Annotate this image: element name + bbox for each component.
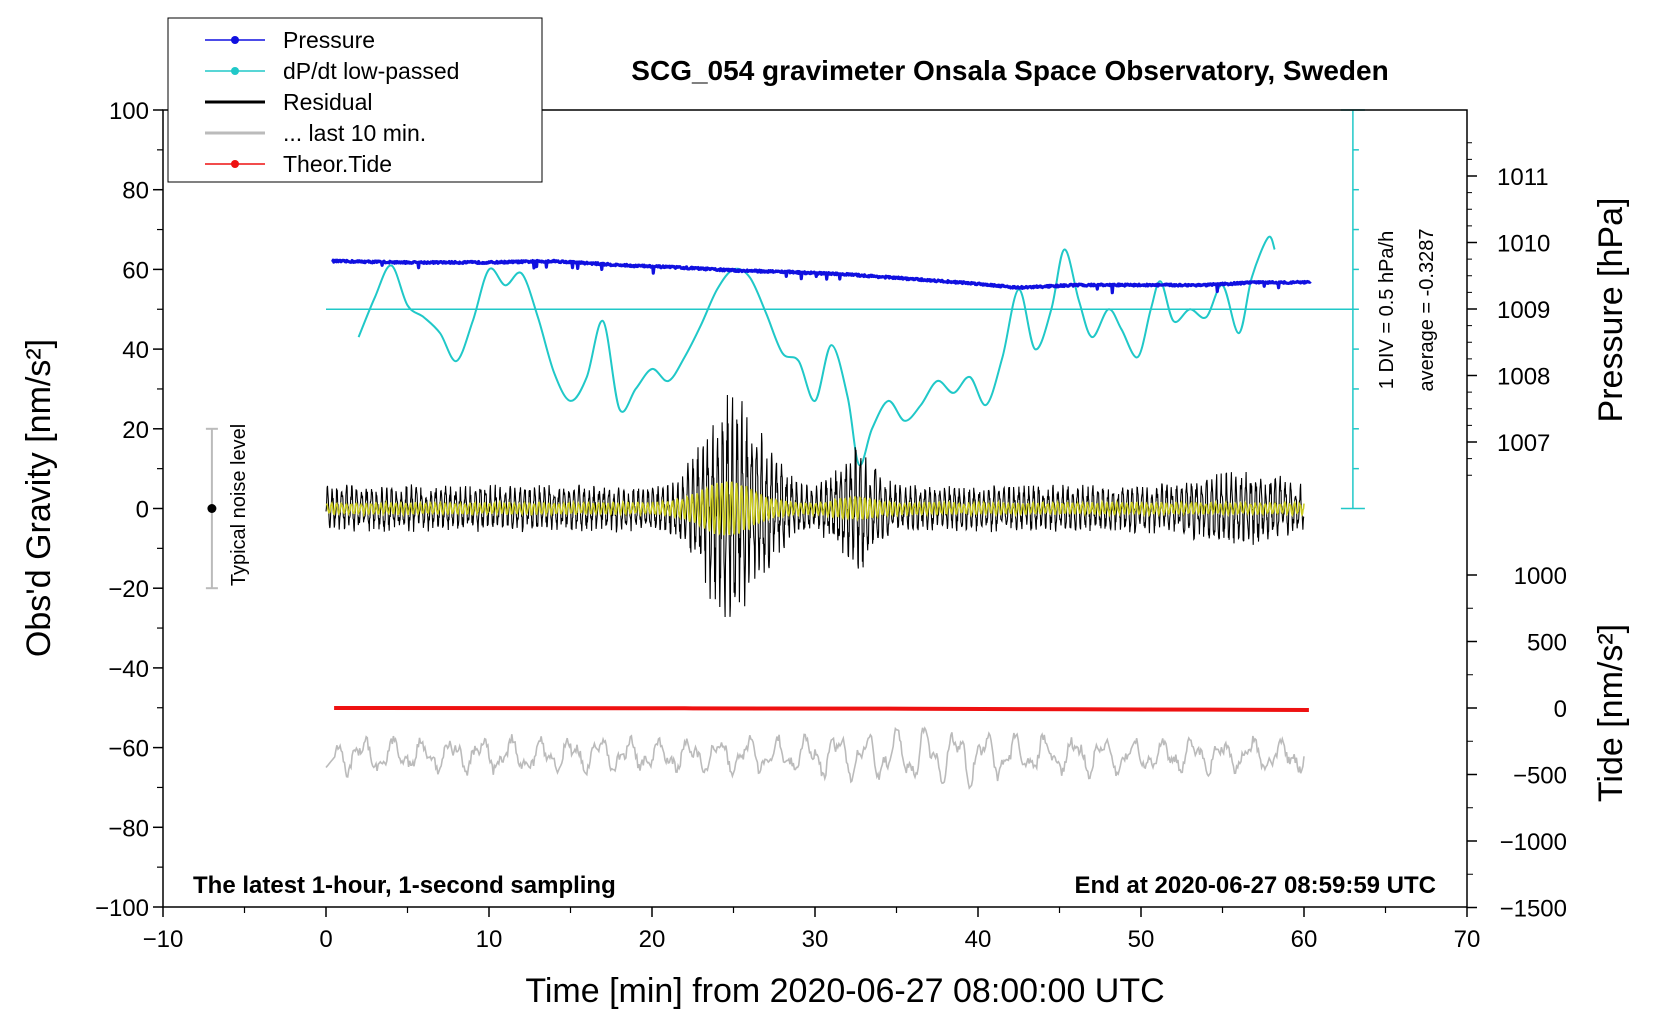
pressure-series-line (331, 258, 1312, 295)
tide-tick-label: −1500 (1500, 896, 1567, 923)
y-tick-label: 0 (136, 497, 149, 524)
y-tick-label: −40 (108, 656, 149, 683)
legend-label: Theor.Tide (283, 151, 392, 177)
lowpass-residual-line (325, 481, 1305, 536)
legend-swatch-marker (231, 67, 239, 75)
legend: Pressure dP/dt low-passed Residual ... last… (167, 17, 543, 183)
x-tick-label: 50 (1128, 926, 1155, 953)
legend-label: ... last 10 min. (283, 120, 426, 146)
bottom-left-annotation: The latest 1-hour, 1-second sampling (193, 872, 616, 899)
y-tick-label: −100 (95, 895, 149, 922)
x-tick-label: 60 (1291, 926, 1318, 953)
plot-content (205, 109, 1365, 790)
chart-title: SCG_054 gravimeter Onsala Space Observat… (631, 55, 1388, 86)
x-tick-label: 40 (965, 926, 992, 953)
y-axis-label: Obs'd Gravity [nm/s²] (20, 339, 58, 657)
x-tick-label: 10 (476, 926, 503, 953)
bottom-right-annotation: End at 2020-06-27 08:59:59 UTC (1075, 872, 1437, 899)
pressure-tick-label: 1007 (1497, 430, 1550, 457)
last-10min-series-line (325, 726, 1305, 790)
y-tick-label: −60 (108, 736, 149, 763)
legend-label: Residual (283, 89, 373, 115)
tide-tick-label: −1000 (1500, 829, 1567, 856)
tide-tick-label: −500 (1513, 763, 1567, 790)
x-axis-label: Time [min] from 2020-06-27 08:00:00 UTC (525, 972, 1164, 1010)
y-tick-label: 60 (122, 257, 149, 284)
x-tick-label: −10 (143, 926, 184, 953)
tide-tick-label: 0 (1554, 696, 1567, 723)
legend-swatch-marker (231, 36, 239, 44)
legend-label: dP/dt low-passed (283, 58, 459, 84)
y-tick-label: −80 (108, 815, 149, 842)
y-tick-label: −20 (108, 576, 149, 603)
tide-axis-label: Tide [nm/s²] (1592, 624, 1630, 802)
tide-tick-label: 500 (1527, 630, 1567, 657)
x-tick-label: 70 (1454, 926, 1481, 953)
y-tick-label: 100 (109, 98, 149, 125)
x-tick-label: 20 (639, 926, 666, 953)
y-tick-label: 80 (122, 178, 149, 205)
legend-box (167, 17, 543, 183)
pressure-axis-label: Pressure [hPa] (1592, 198, 1630, 423)
x-tick-label: 30 (802, 926, 829, 953)
axes: −10 0 10 20 30 40 50 60 70−100−80−60−40−20020406… (95, 98, 1567, 953)
y-tick-label: 40 (122, 337, 149, 364)
y-tick-label: 20 (122, 417, 149, 444)
x-tick-label: 0 (319, 926, 332, 953)
tide-tick-label: 1000 (1514, 563, 1567, 590)
labels: SCG_054 gravimeter Onsala Space Observat… (20, 55, 1630, 1010)
pressure-tick-label: 1009 (1497, 297, 1550, 324)
noise-bar-center (207, 504, 217, 513)
noise-level-label: Typical noise level (228, 424, 250, 586)
pressure-tick-label: 1008 (1497, 364, 1550, 391)
legend-swatch-marker (231, 160, 239, 168)
dpdt-series-line (357, 235, 1276, 467)
pressure-tick-label: 1010 (1497, 231, 1550, 258)
dpdt-average-label: average = -0.3287 (1416, 229, 1438, 392)
dpdt-scale-label: 1 DIV = 0.5 hPa/h (1376, 231, 1398, 389)
legend-label: Pressure (283, 27, 375, 53)
pressure-tick-label: 1011 (1497, 164, 1549, 191)
tide-series-line (334, 706, 1309, 712)
